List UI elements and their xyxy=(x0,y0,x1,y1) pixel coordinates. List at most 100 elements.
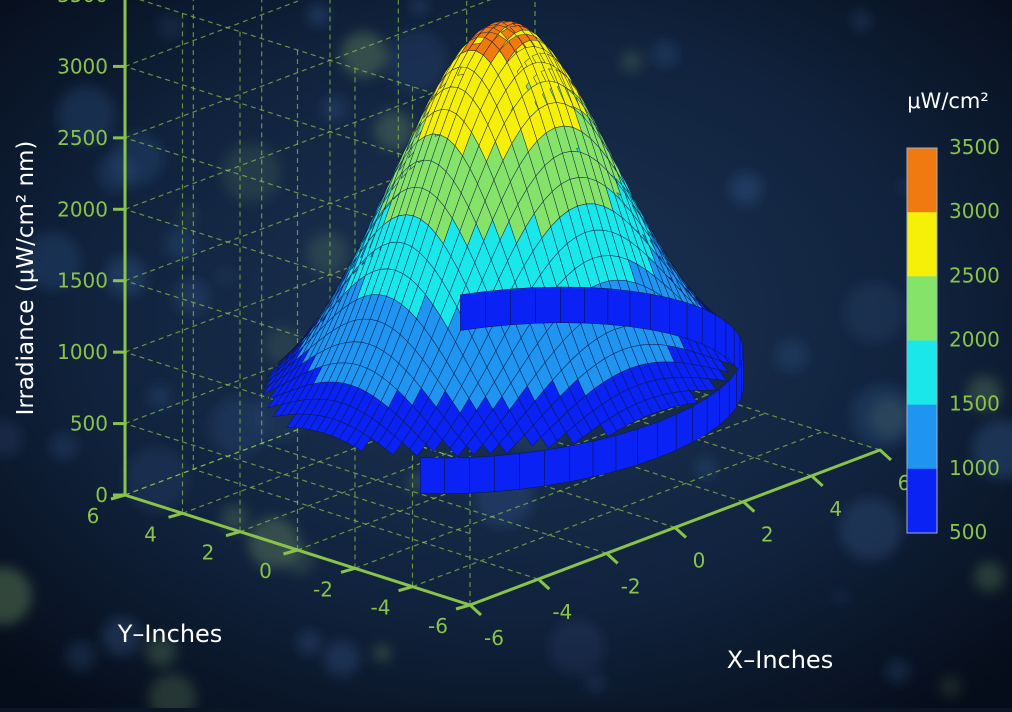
bokeh-dot xyxy=(585,673,605,693)
surface-skirt xyxy=(485,288,511,328)
y-tick-label: -6 xyxy=(428,614,448,638)
colorbar-band xyxy=(907,148,937,213)
grid-line xyxy=(124,137,471,249)
colorbar-title: μW/cm² xyxy=(907,89,989,113)
bokeh-dot xyxy=(147,384,172,409)
bokeh-dot xyxy=(852,11,871,30)
bokeh-dot xyxy=(374,644,391,662)
bokeh-dot xyxy=(972,419,1012,480)
bokeh-dot xyxy=(146,636,177,667)
grid-line xyxy=(124,422,471,535)
bokeh-dot xyxy=(775,339,808,372)
surface-skirt xyxy=(657,414,677,459)
grid-line xyxy=(412,431,823,588)
colorbar-band xyxy=(907,212,937,277)
surface-skirt xyxy=(686,302,703,345)
bokeh-dot xyxy=(307,232,348,274)
x-tick-mark xyxy=(605,552,619,565)
x-tick-label: 2 xyxy=(761,523,774,547)
z-tick-label: 2500 xyxy=(57,126,108,150)
surface-skirt xyxy=(637,421,659,466)
colorbar-band xyxy=(907,468,937,534)
surface-skirt xyxy=(592,435,617,478)
bokeh-dot xyxy=(341,31,387,78)
y-tick-mark xyxy=(168,511,183,519)
x-tick-mark xyxy=(468,603,483,617)
colorbar-tick-label: 1000 xyxy=(949,456,1000,480)
y-tick-label: 0 xyxy=(259,559,272,583)
colorbar-tick-label: 3500 xyxy=(949,135,1000,159)
surface-cell xyxy=(680,390,698,405)
x-tick-label: -4 xyxy=(552,600,572,624)
y-tick-mark xyxy=(283,548,298,556)
y-tick-label: -4 xyxy=(371,596,391,620)
x-tick-label: 0 xyxy=(693,549,706,573)
z-tick-label: 3000 xyxy=(57,54,108,78)
colorbar-band xyxy=(907,340,937,406)
bokeh-dot xyxy=(65,640,96,671)
bokeh-dot xyxy=(221,143,280,202)
axes-group: -6-4-20246-6-4-2024605001000150020002500… xyxy=(13,0,910,674)
y-tick-label: -2 xyxy=(313,577,333,601)
bokeh-dot xyxy=(180,207,197,224)
colorbar-tick-label: 500 xyxy=(949,520,987,544)
x-tick-label: -6 xyxy=(484,626,504,650)
z-axis-title: Irradiance (μW/cm² nm) xyxy=(13,141,39,416)
bokeh-dot xyxy=(410,0,429,15)
bokeh-dot xyxy=(974,561,1005,592)
grid-line xyxy=(138,0,471,106)
z-tick-label: 500 xyxy=(70,412,108,436)
grid-line xyxy=(239,376,651,533)
bokeh-dot xyxy=(324,640,360,677)
bokeh-dot xyxy=(729,172,763,205)
y-tick-mark xyxy=(455,603,471,611)
grid-line xyxy=(354,412,766,569)
bokeh-dot xyxy=(374,110,414,150)
x-tick-mark xyxy=(878,448,893,462)
colorbar-frame xyxy=(906,147,938,534)
grid-line xyxy=(124,208,471,320)
surface-skirt xyxy=(535,286,561,324)
surface-skirt xyxy=(741,353,744,399)
bokeh-dot xyxy=(0,567,32,625)
surface-skirt xyxy=(469,455,495,494)
z-tick-label: 2000 xyxy=(57,197,108,221)
z-tick-label: 1500 xyxy=(57,269,108,293)
bokeh-dot xyxy=(851,384,915,448)
colorbar-tick-label: 3000 xyxy=(949,199,1000,223)
surface-skirt xyxy=(560,286,585,324)
bokeh-dot xyxy=(386,30,448,92)
bokeh-dot xyxy=(621,50,642,72)
surface-skirt xyxy=(669,297,688,339)
surface-skirt xyxy=(519,449,545,490)
bokeh-dot xyxy=(839,497,902,561)
y-tick-label: 4 xyxy=(144,522,157,546)
surface-skirt xyxy=(510,287,536,326)
colorbar-band xyxy=(907,404,937,470)
surface-mesh xyxy=(262,20,744,494)
bokeh-dot xyxy=(939,676,962,698)
z-tick-label: 3500 xyxy=(57,0,108,7)
bokeh-dot xyxy=(0,420,23,458)
surface-skirt xyxy=(494,453,520,492)
y-tick-label: 2 xyxy=(202,541,215,565)
z-tick-label: 0 xyxy=(95,483,108,507)
x-tick-label: 4 xyxy=(829,497,842,521)
colorbar-band xyxy=(907,276,937,341)
bokeh-dot xyxy=(164,227,197,260)
x-tick-label: -2 xyxy=(621,574,641,598)
bokeh-dot xyxy=(173,279,209,315)
bokeh-dot xyxy=(548,618,606,676)
surface-skirt xyxy=(420,457,445,494)
colorbar-tick-label: 2000 xyxy=(949,328,1000,352)
bokeh-dot xyxy=(834,590,848,604)
bokeh-dot xyxy=(307,4,330,27)
bokeh-dot xyxy=(111,132,164,185)
surface-skirt xyxy=(460,291,486,331)
bokeh-dot xyxy=(49,432,78,461)
grid-line xyxy=(124,0,303,67)
bokeh-dot xyxy=(124,447,188,512)
bokeh-dot xyxy=(967,375,1002,411)
